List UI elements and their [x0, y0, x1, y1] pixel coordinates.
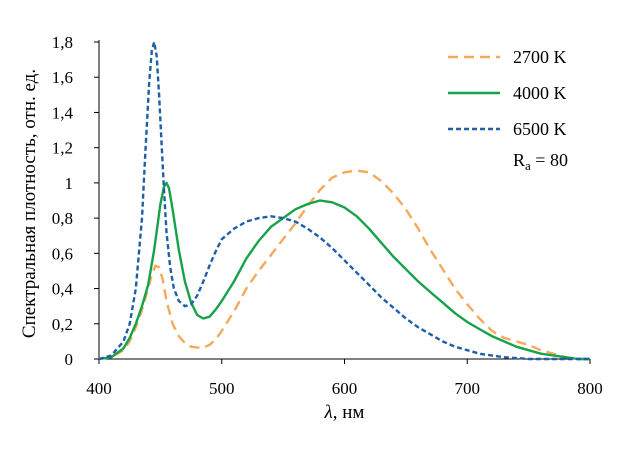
ticks: 400 500 600 700 800 0 0,2 0,4 0,6 0,8 1 1,2 1,4 1,6 1,… [52, 33, 603, 398]
y-tick-label: 0,6 [52, 244, 73, 263]
x-axis-unit: , нм [333, 402, 365, 423]
y-tick-label: 1,8 [52, 33, 73, 52]
y-axis-title: Спектральная плотность, отн. ед. [19, 69, 40, 338]
series-line-4000k [98, 181, 590, 361]
x-axis-title: λ, нм [324, 402, 365, 423]
legend: 2700 K 4000 K 6500 K [448, 47, 567, 139]
x-tick-label: 800 [577, 379, 603, 398]
x-axis-symbol: λ [324, 402, 333, 423]
y-tick-label: 1 [65, 174, 74, 193]
x-tick-label: 700 [455, 379, 481, 398]
y-tick-label: 0,2 [52, 315, 73, 334]
series-line-2700k [98, 169, 590, 361]
x-tick-label: 400 [86, 379, 112, 398]
legend-label: 4000 K [513, 83, 567, 103]
series [98, 40, 590, 361]
y-tick-label: 0,4 [52, 280, 74, 299]
x-tick-label: 500 [209, 379, 235, 398]
x-tick-label: 600 [332, 379, 358, 398]
legend-label: 6500 K [513, 119, 567, 139]
legend-label: 2700 K [513, 47, 567, 67]
ra-annotation: Ra = 80 [513, 150, 568, 173]
y-tick-label: 1,4 [52, 103, 74, 122]
y-tick-label: 1,2 [52, 139, 73, 158]
ra-annotation-rest: = 80 [531, 150, 568, 170]
y-tick-label: 0 [65, 350, 74, 369]
ra-annotation-main: R [513, 150, 525, 170]
y-tick-label: 0,8 [52, 209, 73, 228]
y-tick-label: 1,6 [52, 68, 73, 87]
series-line-6500k [98, 40, 590, 361]
ra-annotation-subscript: a [525, 158, 531, 173]
